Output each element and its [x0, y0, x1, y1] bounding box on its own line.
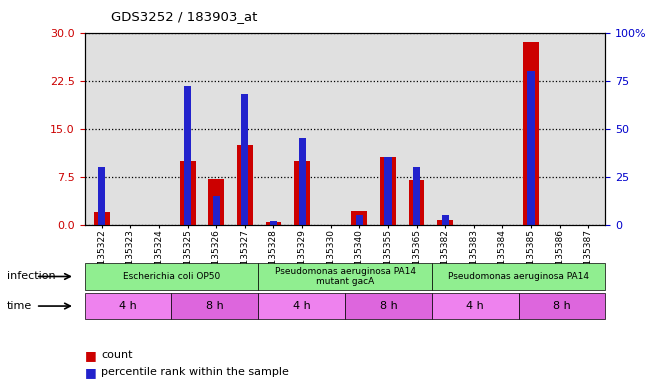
- Text: ■: ■: [85, 366, 96, 379]
- Text: 4 h: 4 h: [119, 301, 137, 311]
- Bar: [270, 221, 277, 225]
- Bar: [380, 157, 396, 225]
- Bar: [384, 157, 391, 225]
- Bar: [299, 138, 306, 225]
- Text: ■: ■: [85, 349, 96, 362]
- Bar: [237, 145, 253, 225]
- Text: time: time: [7, 301, 32, 311]
- Text: count: count: [101, 350, 132, 360]
- Bar: [184, 86, 191, 225]
- Text: GDS3252 / 183903_at: GDS3252 / 183903_at: [111, 10, 257, 23]
- Bar: [409, 180, 424, 225]
- Bar: [266, 222, 281, 225]
- Bar: [352, 210, 367, 225]
- Bar: [208, 179, 224, 225]
- Bar: [180, 161, 195, 225]
- Text: 8 h: 8 h: [380, 301, 397, 311]
- Text: 8 h: 8 h: [553, 301, 571, 311]
- Text: 4 h: 4 h: [466, 301, 484, 311]
- Text: Pseudomonas aeruginosa PA14
mutant gacA: Pseudomonas aeruginosa PA14 mutant gacA: [275, 267, 415, 286]
- Text: 4 h: 4 h: [293, 301, 311, 311]
- Text: infection: infection: [7, 271, 55, 281]
- Bar: [94, 212, 109, 225]
- Bar: [437, 220, 453, 225]
- Bar: [441, 215, 449, 225]
- Bar: [523, 42, 539, 225]
- Bar: [355, 215, 363, 225]
- Bar: [413, 167, 420, 225]
- Text: Pseudomonas aeruginosa PA14: Pseudomonas aeruginosa PA14: [448, 272, 589, 281]
- Bar: [242, 94, 249, 225]
- Bar: [527, 71, 534, 225]
- Bar: [294, 161, 310, 225]
- Text: 8 h: 8 h: [206, 301, 224, 311]
- Text: percentile rank within the sample: percentile rank within the sample: [101, 367, 289, 377]
- Bar: [213, 196, 220, 225]
- Text: Escherichia coli OP50: Escherichia coli OP50: [123, 272, 220, 281]
- Bar: [98, 167, 105, 225]
